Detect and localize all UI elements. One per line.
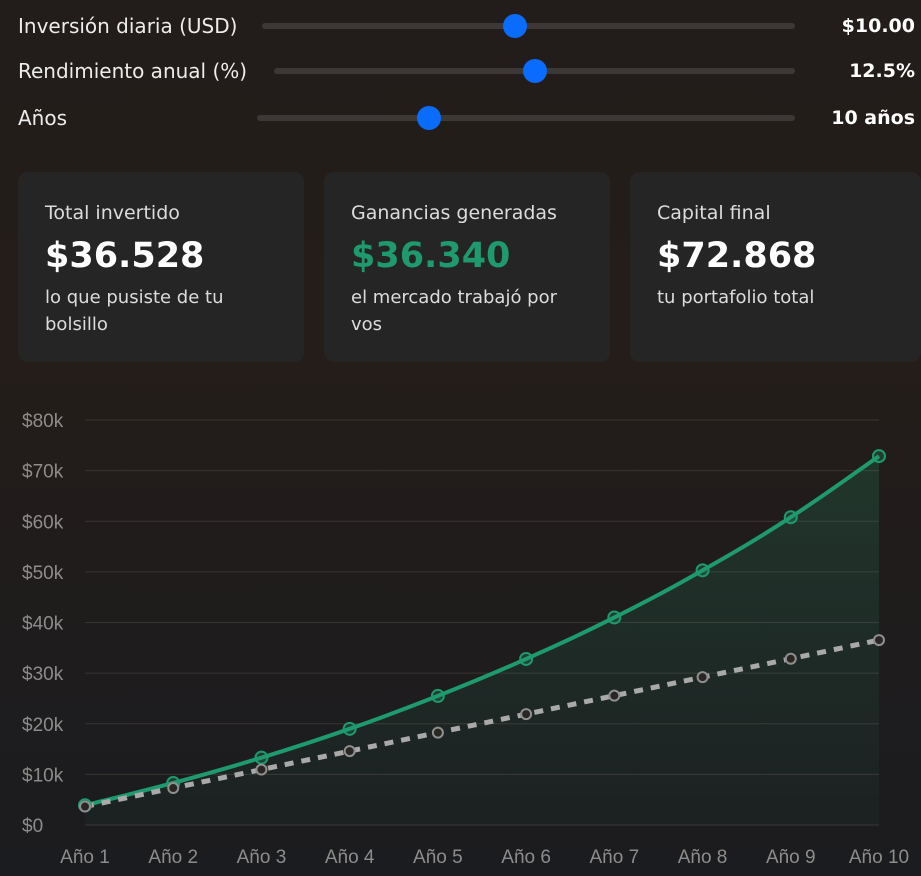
- invested-point: [608, 689, 621, 702]
- annual-return-slider[interactable]: [274, 59, 795, 83]
- card-title: Ganancias generadas: [351, 202, 557, 224]
- x-tick-label: Año 2: [148, 847, 198, 868]
- invested-point: [784, 652, 797, 665]
- x-tick-label: Año 4: [325, 847, 375, 868]
- card-subtitle: lo que pusiste de tu bolsillo: [45, 287, 224, 335]
- invested-point: [79, 800, 91, 813]
- capital-point: [872, 449, 886, 464]
- x-tick-label: Año 9: [766, 847, 816, 868]
- slider-thumb[interactable]: [417, 106, 442, 130]
- capital-point: [783, 510, 798, 525]
- card-subtitle: tu portafolio total: [657, 287, 815, 308]
- y-tick-label: $20k: [22, 715, 64, 736]
- y-tick-label: $60k: [22, 512, 64, 533]
- x-tick-label: Año 3: [237, 847, 287, 868]
- x-tick-label: Año 1: [60, 847, 110, 868]
- slider-row-daily-investment: Inversión diaria (USD) $10.00: [0, 6, 921, 46]
- slider-thumb[interactable]: [522, 59, 547, 83]
- daily-investment-slider[interactable]: [262, 14, 795, 38]
- y-tick-label: $80k: [22, 411, 64, 432]
- card-value: $72.868: [657, 236, 817, 276]
- y-tick-label: $0: [22, 816, 43, 837]
- card-value: $36.528: [45, 236, 205, 276]
- invested-point: [520, 708, 533, 721]
- slider-label: Años: [18, 106, 68, 130]
- card-gains: Ganancias generadas $36.340 el mercado t…: [324, 172, 610, 362]
- series-area-fill: [85, 456, 879, 825]
- capital-point: [519, 651, 534, 666]
- y-tick-label: $40k: [22, 614, 64, 635]
- slider-value: $10.00: [841, 15, 915, 37]
- card-final-capital: Capital final $72.868 tu portafolio tota…: [630, 172, 921, 362]
- invested-point: [255, 763, 268, 776]
- slider-label: Inversión diaria (USD): [18, 14, 238, 38]
- capital-point: [695, 563, 710, 578]
- x-tick-label: Año 7: [590, 847, 640, 868]
- x-tick-label: Año 10: [849, 847, 909, 868]
- card-subtitle: el mercado trabajó por vos: [351, 287, 558, 335]
- capital-point: [607, 610, 622, 625]
- y-tick-label: $30k: [22, 664, 64, 685]
- slider-value: 10 años: [831, 107, 915, 129]
- invested-point: [167, 782, 180, 795]
- invested-point: [431, 726, 444, 739]
- slider-row-annual-return: Rendimiento anual (%) 12.5%: [0, 51, 921, 91]
- capital-point: [254, 750, 269, 765]
- slider-thumb[interactable]: [503, 14, 528, 38]
- x-tick-label: Año 8: [678, 847, 728, 868]
- x-tick-label: Año 5: [413, 847, 463, 868]
- card-value: $36.340: [351, 236, 511, 276]
- y-tick-label: $50k: [22, 563, 64, 584]
- y-tick-label: $10k: [22, 765, 64, 786]
- slider-row-years: Años 10 años: [0, 98, 921, 138]
- slider-label: Rendimiento anual (%): [18, 59, 248, 83]
- capital-point: [342, 721, 357, 736]
- card-title: Total invertido: [45, 202, 180, 224]
- invested-point: [343, 745, 356, 758]
- growth-chart: $0 $10k $20k $30k $40k $50k $60k $70k $80k Año 1 A…: [22, 411, 909, 868]
- y-tick-label: $70k: [22, 462, 64, 483]
- invested-point: [696, 671, 709, 684]
- slider-value: 12.5%: [849, 60, 915, 82]
- card-total-invested: Total invertido $36.528 lo que pusiste d…: [18, 172, 304, 362]
- capital-line: [84, 454, 881, 808]
- years-slider[interactable]: [257, 106, 795, 130]
- card-title: Capital final: [657, 202, 771, 224]
- x-tick-label: Año 6: [501, 847, 551, 868]
- capital-point: [430, 688, 445, 703]
- invested-point: [873, 634, 885, 647]
